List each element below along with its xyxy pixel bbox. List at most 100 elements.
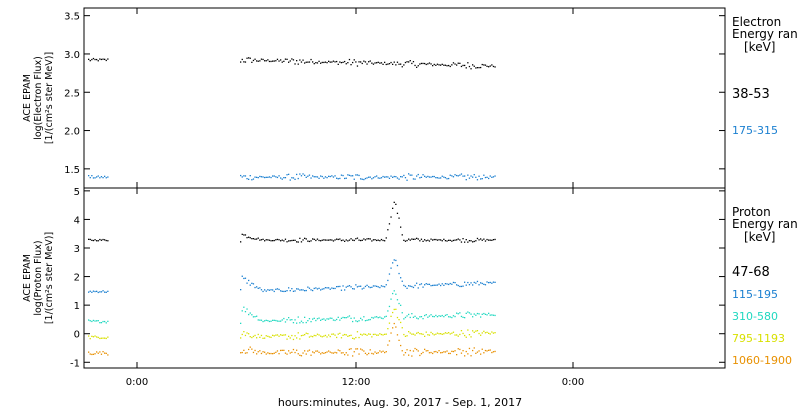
- electron-data-point: [384, 176, 386, 178]
- electron-data-point: [358, 61, 360, 63]
- proton-data-point: [284, 238, 287, 240]
- proton-series-1060-1900: [88, 322, 496, 357]
- proton-data-point: [243, 331, 245, 333]
- proton-data-point: [368, 319, 370, 321]
- proton-data-point: [104, 352, 106, 354]
- electron-data-point: [488, 66, 490, 68]
- proton-data-point: [350, 317, 352, 319]
- proton-data-point: [275, 288, 277, 290]
- proton-data-point: [339, 319, 341, 321]
- electron-data-point: [244, 175, 247, 177]
- proton-data-point: [363, 350, 365, 352]
- proton-data-point: [481, 348, 483, 350]
- proton-data-point: [288, 335, 290, 337]
- proton-data-point: [475, 314, 477, 316]
- proton-data-point: [289, 352, 291, 354]
- proton-data-point: [446, 314, 448, 316]
- proton-data-point: [484, 349, 487, 352]
- proton-data-point: [360, 317, 362, 319]
- proton-data-point: [281, 334, 283, 336]
- proton-data-point: [409, 332, 411, 334]
- electron-y-tick-label: 3.0: [64, 50, 80, 61]
- electron-data-point: [328, 175, 330, 177]
- proton-data-point: [244, 311, 247, 313]
- proton-data-point: [480, 238, 482, 240]
- proton-data-point: [388, 273, 391, 275]
- electron-data-point: [444, 64, 447, 66]
- proton-data-point: [435, 238, 437, 241]
- electron-data-point: [286, 58, 288, 60]
- electron-data-point: [430, 176, 432, 178]
- electron-data-point: [441, 175, 443, 177]
- proton-data-point: [489, 333, 491, 335]
- proton-data-point: [475, 330, 477, 332]
- proton-data-point: [339, 285, 341, 288]
- proton-data-point: [89, 320, 91, 322]
- proton-data-point: [454, 334, 456, 336]
- proton-data-point: [441, 283, 443, 285]
- proton-data-point: [348, 285, 351, 287]
- proton-data-point: [432, 333, 434, 335]
- proton-data-point: [385, 284, 387, 286]
- proton-data-point: [284, 321, 287, 323]
- electron-data-point: [409, 60, 411, 62]
- electron-data-point: [452, 176, 455, 178]
- electron-data-point: [361, 62, 363, 65]
- proton-data-point: [259, 287, 261, 289]
- proton-data-point: [267, 335, 269, 337]
- proton-data-point: [409, 239, 411, 241]
- electron-data-point: [406, 61, 408, 63]
- proton-data-point: [404, 335, 407, 337]
- proton-data-point: [462, 350, 464, 352]
- proton-data-point: [476, 351, 479, 353]
- proton-data-point: [347, 316, 349, 318]
- proton-data-point: [491, 331, 493, 333]
- proton-data-point: [444, 351, 447, 353]
- proton-data-point: [468, 347, 471, 350]
- electron-data-point: [377, 177, 379, 179]
- electron-data-point: [280, 177, 282, 179]
- proton-data-point: [329, 335, 331, 338]
- electron-data-point: [246, 57, 248, 59]
- electron-data-point: [385, 176, 387, 178]
- electron-data-point: [436, 63, 439, 65]
- electron-data-point: [406, 179, 408, 181]
- electron-data-point: [494, 175, 496, 177]
- proton-data-point: [377, 334, 379, 336]
- proton-data-point: [456, 239, 458, 241]
- proton-data-point: [470, 355, 472, 357]
- electron-data-point: [300, 61, 303, 63]
- proton-data-point: [363, 316, 365, 318]
- proton-data-point: [472, 284, 474, 286]
- proton-data-point: [382, 350, 384, 352]
- proton-data-point: [321, 352, 323, 354]
- proton-data-point: [262, 238, 264, 240]
- proton-data-point: [299, 237, 301, 239]
- proton-data-point: [88, 238, 90, 240]
- electron-data-point: [347, 62, 349, 64]
- proton-data-point: [432, 315, 434, 318]
- electron-data-point: [345, 177, 347, 179]
- electron-data-point: [376, 175, 378, 177]
- proton-data-point: [268, 320, 271, 323]
- proton-data-point: [291, 319, 293, 321]
- electron-data-point: [97, 175, 99, 177]
- electron-data-point: [88, 175, 90, 177]
- proton-data-point: [385, 333, 387, 335]
- electron-data-point: [297, 63, 299, 65]
- proton-data-point: [342, 316, 344, 319]
- proton-data-point: [275, 319, 277, 322]
- proton-data-point: [104, 337, 106, 339]
- electron-series-175-315: [88, 173, 496, 181]
- proton-data-point: [91, 239, 93, 241]
- proton-data-point: [308, 287, 311, 289]
- proton-data-point: [412, 350, 415, 352]
- proton-data-point: [380, 317, 383, 319]
- proton-data-point: [264, 240, 266, 242]
- proton-data-point: [308, 349, 311, 351]
- proton-data-point: [355, 320, 357, 322]
- proton-data-point: [441, 351, 443, 354]
- proton-data-point: [395, 259, 397, 262]
- proton-data-point: [91, 291, 93, 293]
- electron-data-point: [296, 60, 298, 62]
